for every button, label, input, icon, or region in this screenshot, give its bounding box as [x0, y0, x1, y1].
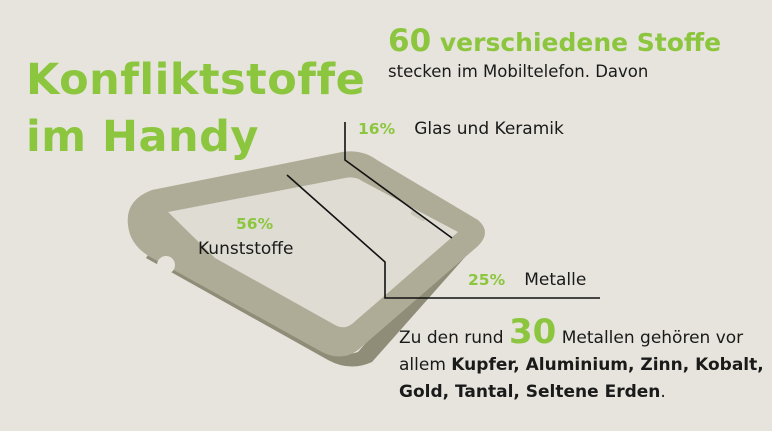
note-number: 30: [509, 312, 557, 352]
segment-glass-percent: 16%: [358, 120, 396, 138]
speaker-icon: [410, 211, 426, 221]
headline: 60 verschiedene Stoffe: [388, 23, 721, 59]
headline-number: 60: [388, 23, 432, 59]
divider-glass: [344, 122, 453, 239]
note-prefix: Zu den rund: [399, 328, 504, 348]
segment-plastic-percent-wrap: 56%: [236, 214, 273, 233]
segment-glass: 16% Glas und Keramik: [358, 119, 564, 139]
segment-plastic-label: Kunststoffe: [198, 239, 294, 259]
segment-glass-label: Glas und Keramik: [414, 119, 564, 139]
title-line-2: im Handy: [26, 112, 259, 162]
headline-subline: stecken im Mobiltelefon. Davon: [388, 62, 649, 81]
segment-metal: 25% Metalle: [468, 270, 586, 290]
note-metals: Kupfer, Aluminium, Zinn, Kobalt, Gold, T…: [399, 355, 764, 402]
title-line-1: Konfliktstoffe: [26, 55, 366, 105]
home-button-icon: [157, 256, 175, 274]
segment-plastic-percent: 56%: [236, 215, 274, 233]
metals-note: Zu den rund 30 Metallen gehören vor alle…: [399, 315, 769, 406]
segment-metal-percent: 25%: [468, 271, 506, 289]
headline-text: verschiedene Stoffe: [439, 28, 722, 57]
note-suffix: .: [660, 382, 666, 402]
page-title: Konfliktstoffe im Handy: [26, 52, 365, 166]
note-middle: Metallen gehören vor allem: [399, 328, 744, 375]
divider-metal: [286, 174, 600, 299]
segment-metal-label: Metalle: [524, 270, 587, 290]
